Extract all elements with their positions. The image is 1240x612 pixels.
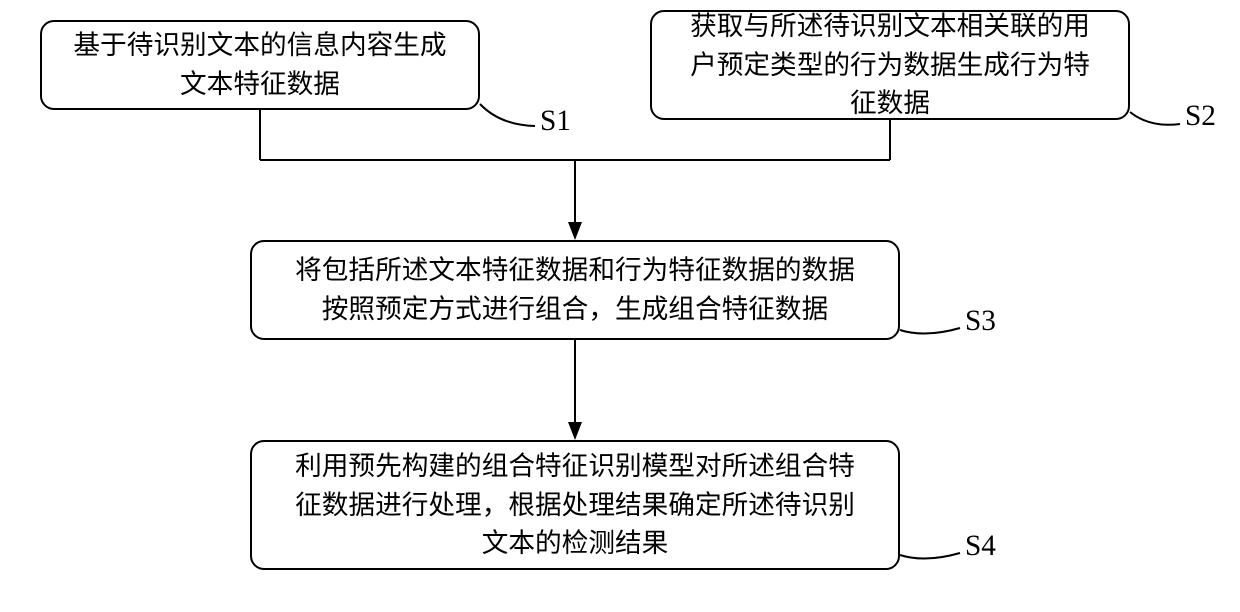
- node-text: 将包括所述文本特征数据和行为特征数据的数据 按照预定方式进行组合，生成组合特征数…: [295, 251, 855, 328]
- step-label-s1: S1: [540, 105, 571, 138]
- text-line: 文本特征数据: [73, 65, 446, 104]
- text-line: 征数据: [690, 84, 1090, 123]
- flow-node-s4: 利用预先构建的组合特征识别模型对所述组合特 征数据进行处理，根据处理结果确定所述…: [250, 440, 900, 570]
- text-line: 户预定类型的行为数据生成行为特: [690, 46, 1090, 85]
- merge-connector: [260, 110, 890, 222]
- text-line: 按照预定方式进行组合，生成组合特征数据: [295, 290, 855, 329]
- node-text: 获取与所述待识别文本相关联的用 户预定类型的行为数据生成行为特 征数据: [690, 7, 1090, 123]
- step-label-s2: S2: [1185, 100, 1216, 133]
- arrowhead-icon: [568, 222, 582, 240]
- callout-line: [480, 104, 535, 126]
- callout-line: [900, 553, 960, 559]
- flow-node-s2: 获取与所述待识别文本相关联的用 户预定类型的行为数据生成行为特 征数据: [650, 10, 1130, 120]
- flow-node-s1: 基于待识别文本的信息内容生成 文本特征数据: [40, 20, 480, 110]
- text-line: 文本的检测结果: [295, 524, 855, 563]
- text-line: 基于待识别文本的信息内容生成: [73, 26, 446, 65]
- arrowhead-icon: [568, 422, 582, 440]
- callout-line: [1130, 112, 1180, 125]
- flow-node-s3: 将包括所述文本特征数据和行为特征数据的数据 按照预定方式进行组合，生成组合特征数…: [250, 240, 900, 340]
- text-line: 将包括所述文本特征数据和行为特征数据的数据: [295, 251, 855, 290]
- callout-line: [900, 328, 960, 334]
- step-label-s4: S4: [965, 530, 996, 563]
- step-label-s3: S3: [965, 305, 996, 338]
- text-line: 获取与所述待识别文本相关联的用: [690, 7, 1090, 46]
- text-line: 利用预先构建的组合特征识别模型对所述组合特: [295, 447, 855, 486]
- node-text: 利用预先构建的组合特征识别模型对所述组合特 征数据进行处理，根据处理结果确定所述…: [295, 447, 855, 563]
- text-line: 征数据进行处理，根据处理结果确定所述待识别: [295, 486, 855, 525]
- node-text: 基于待识别文本的信息内容生成 文本特征数据: [73, 26, 446, 103]
